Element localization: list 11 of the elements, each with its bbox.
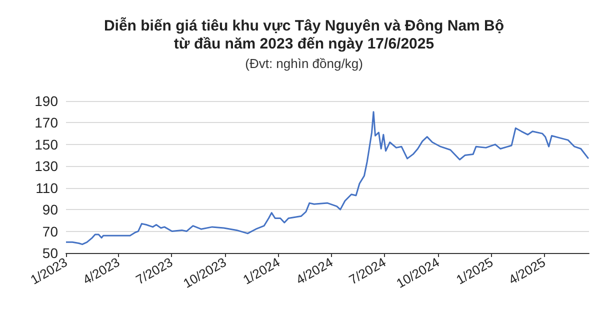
- y-tick-label: 170: [34, 114, 58, 131]
- y-tick-label: 50: [42, 245, 58, 261]
- y-tick-label: 130: [34, 158, 58, 174]
- y-tick-label: 110: [36, 180, 58, 196]
- y-tick-label: 70: [42, 223, 58, 240]
- line-series: [65, 111, 590, 246]
- y-tick-label: 90: [42, 202, 58, 218]
- y-tick-label: 190: [34, 93, 58, 109]
- chart-subtitle: (Đvt: nghìn đồng/kg): [245, 56, 363, 71]
- chart-title: Diễn biến giá tiêu khu vực Tây Nguyên và Đông Nam Bộ từ đầu năm 2023 đến ngày 17/6/2025: [104, 16, 504, 52]
- y-tick-label: 150: [34, 136, 58, 152]
